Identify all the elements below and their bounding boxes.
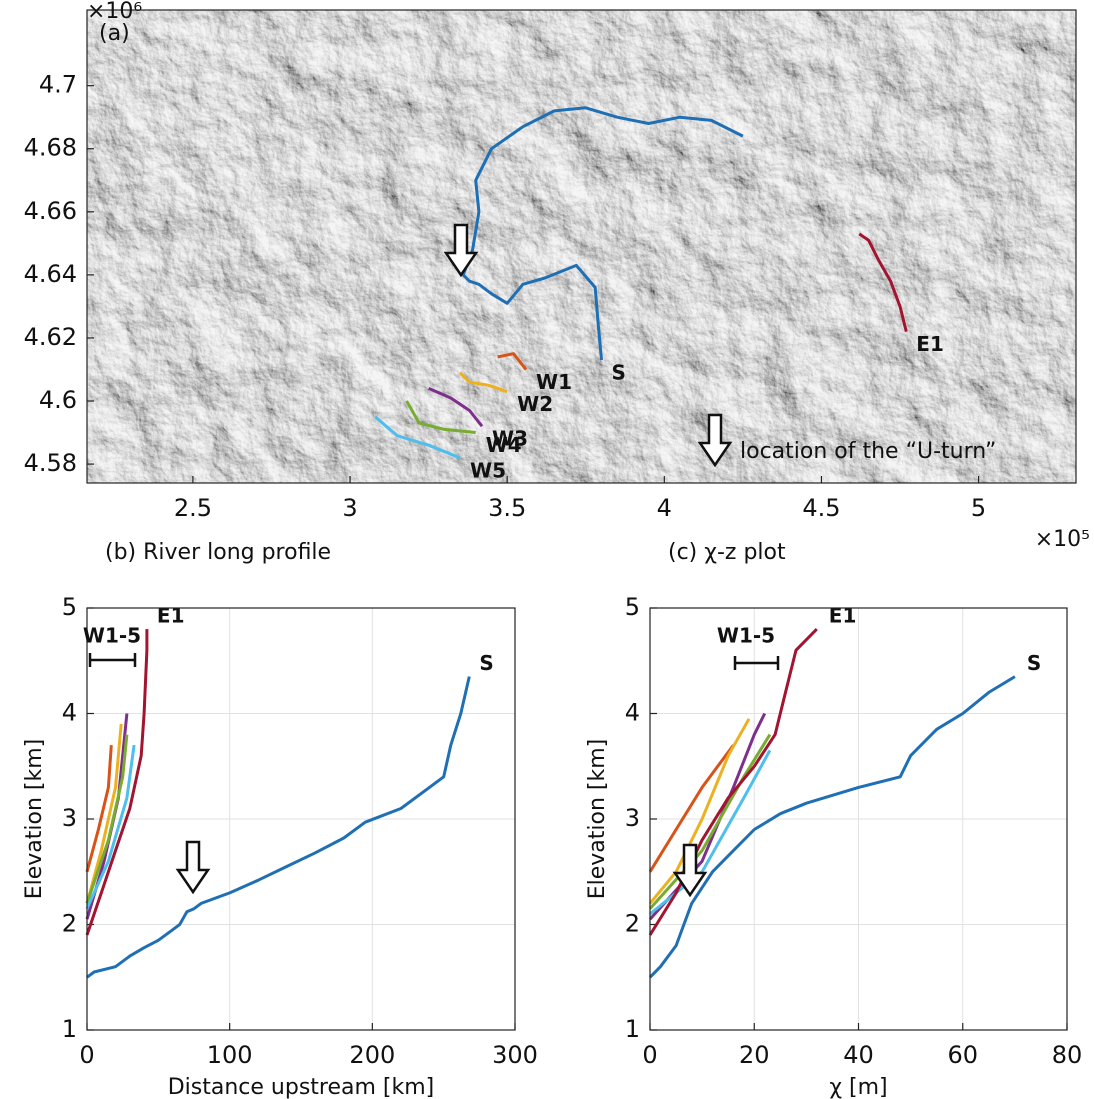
x-tick-label: 4 [657, 494, 672, 522]
river-line [85, 629, 149, 936]
x-exponent: ×10⁵ [1035, 527, 1090, 552]
river-label: W5 [470, 458, 506, 482]
river-label: E1 [157, 604, 185, 628]
river-line [85, 734, 129, 904]
x-tick-label: 100 [207, 1041, 253, 1069]
plots: 2.5 3 3.5 4 4.5 5 4.58 4.6 4.62 4.64 4.66 4.68 4.7 S W… [22, 0, 1090, 1099]
river-line [648, 744, 735, 873]
y-axis-label: Elevation [km] [585, 739, 610, 900]
y-tick-label: 5 [62, 593, 77, 621]
x-tick-label: 60 [947, 1041, 978, 1069]
x-tick-label: 0 [79, 1041, 94, 1069]
panel-title: (c) χ-z plot [668, 540, 786, 565]
axes-frame [86, 607, 516, 1031]
y-tick-label: 1 [62, 1015, 77, 1043]
u-turn-arrow [672, 843, 708, 898]
river-label: W4 [486, 433, 522, 457]
y-tick-label: 4.6 [39, 386, 77, 414]
y-tick-label: 4.58 [24, 449, 77, 477]
river-line [85, 744, 113, 873]
y-tick-label: 2 [625, 910, 640, 938]
y-tick-label: 5 [625, 593, 640, 621]
axes-frame [649, 607, 1068, 1031]
river-line [858, 232, 908, 332]
river-line [85, 744, 136, 910]
river-label: E1 [916, 332, 944, 356]
x-tick-label: 3 [342, 494, 357, 522]
river-label: W2 [517, 392, 553, 416]
axes-frame [86, 9, 1077, 484]
range-bracket [733, 656, 780, 670]
range-bracket [88, 653, 137, 667]
river-line [497, 352, 528, 371]
annotation: W1-5 [83, 624, 141, 648]
river-line [458, 371, 508, 394]
x-tick-label: 300 [492, 1041, 538, 1069]
y-tick-label: 4 [62, 699, 77, 727]
river-label: E1 [829, 604, 857, 628]
river-label: S [1027, 651, 1041, 675]
river-line [85, 723, 123, 904]
u-turn-arrow [175, 840, 211, 895]
y-exponent: ×10⁶ [87, 0, 142, 24]
panel-title: (b) River long profile [105, 540, 331, 565]
river-line [86, 676, 471, 979]
x-tick-label: 2.5 [174, 494, 212, 522]
river-line [428, 387, 484, 428]
river-line [405, 400, 476, 434]
river-line [374, 415, 461, 460]
x-tick-label: 0 [642, 1041, 657, 1069]
panel-title: (a) [99, 21, 130, 46]
river-line [648, 675, 1016, 979]
y-tick-label: 3 [62, 804, 77, 832]
x-tick-label: 20 [739, 1041, 770, 1069]
y-tick-label: 4.64 [24, 260, 77, 288]
x-axis-label: Distance upstream [km] [168, 1075, 435, 1099]
y-tick-label: 1 [625, 1015, 640, 1043]
y-tick-label: 4 [625, 699, 640, 727]
river-label: W3 [492, 427, 528, 451]
river-line [648, 718, 751, 905]
river-line [648, 733, 772, 910]
x-tick-label: 3.5 [488, 494, 526, 522]
y-tick-label: 2 [62, 910, 77, 938]
x-tick-label: 4.5 [802, 494, 840, 522]
river-line [461, 106, 744, 361]
x-tick-label: 80 [1052, 1041, 1083, 1069]
x-tick-label: 200 [349, 1041, 395, 1069]
annotation: location of the “U-turn” [740, 439, 996, 464]
u-turn-arrow [443, 223, 479, 278]
y-tick-label: 4.66 [24, 197, 77, 225]
y-axis-label: Elevation [km] [22, 739, 47, 900]
annotation: W1-5 [717, 624, 775, 648]
u-turn-arrow [697, 413, 733, 468]
y-tick-label: 4.68 [24, 134, 77, 162]
y-tick-label: 3 [625, 804, 640, 832]
x-axis-label: χ [m] [829, 1075, 887, 1099]
y-tick-label: 4.62 [24, 323, 77, 351]
x-tick-label: 5 [971, 494, 986, 522]
x-tick-label: 40 [843, 1041, 874, 1069]
river-label: W1 [536, 370, 572, 394]
y-tick-label: 4.7 [39, 71, 77, 99]
river-label: S [479, 651, 493, 675]
hillshade [87, 10, 1076, 483]
river-label: S [611, 361, 625, 385]
